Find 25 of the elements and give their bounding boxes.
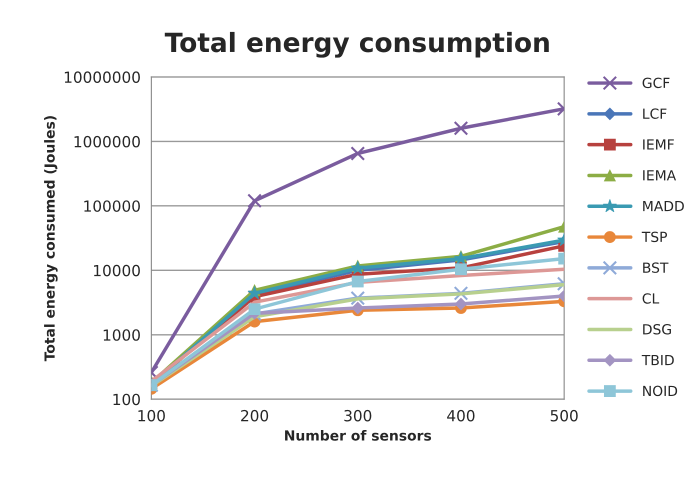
legend-label: BST	[643, 262, 668, 273]
chart-title: Total energy consumption	[164, 32, 549, 58]
y-tick-label: 100000	[84, 200, 140, 212]
legend-label: LCF	[643, 108, 666, 119]
legend-label: IEMA	[643, 170, 676, 180]
legend-label: TSP	[642, 232, 668, 242]
x-tick-label: 400	[447, 410, 475, 422]
legend-label: DSG	[643, 324, 671, 335]
x-tick-label: 200	[241, 410, 268, 422]
y-tick-label: 1000000	[74, 136, 140, 148]
x-tick-label: 500	[550, 410, 578, 422]
legend-label: CL	[642, 293, 660, 304]
legend-label: NOID	[643, 386, 678, 396]
y-tick-label: 1000	[104, 329, 140, 341]
legend-label: MADD	[643, 201, 684, 212]
y-tick-label: 100	[113, 394, 140, 406]
y-tick-label: 10000000	[64, 71, 140, 83]
legend-label: GCF	[642, 78, 670, 88]
x-tick-label: 300	[344, 410, 372, 422]
legend-label: IEMF	[643, 139, 674, 150]
y-axis-title: Total energy consumed (Joules)	[44, 116, 58, 362]
y-tick-label: 10000	[94, 264, 140, 276]
legend-label: TBID	[642, 355, 674, 366]
x-axis-title: Number of sensors	[285, 430, 432, 441]
x-tick-label: 100	[138, 410, 165, 422]
